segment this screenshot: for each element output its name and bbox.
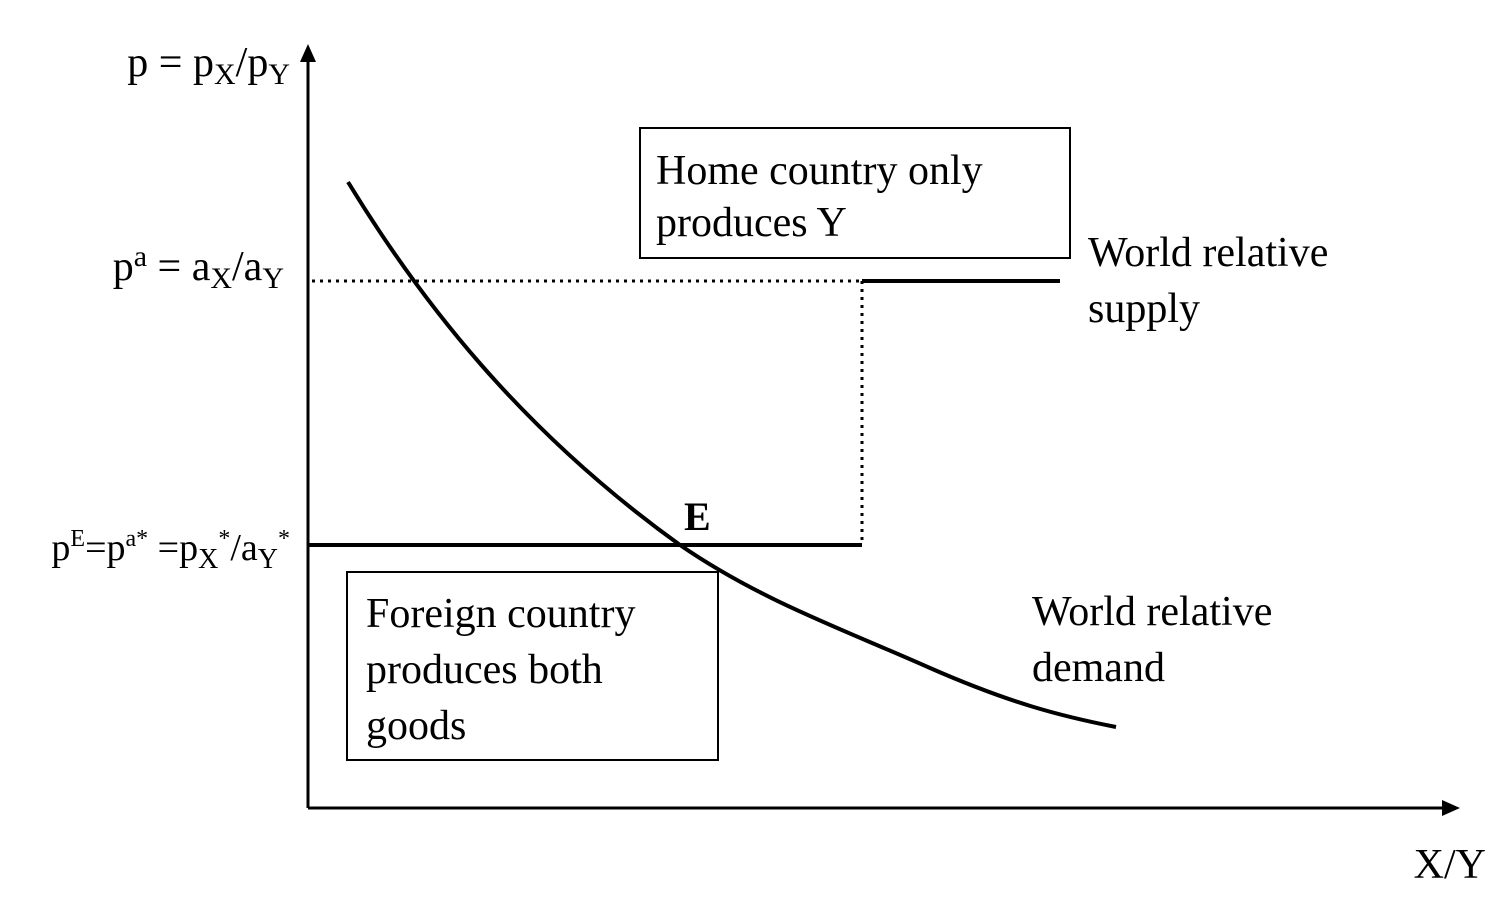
- home-country-text: Home country only produces Y: [656, 148, 983, 246]
- autarky-price-label: pa = aX/aY: [113, 240, 284, 295]
- supply-curve-label: World relative supply: [1088, 230, 1328, 332]
- equilibrium-price-label: pE=pa* =pX*/aY*: [51, 526, 290, 575]
- y-axis-label: p = pX/pY: [127, 40, 290, 91]
- foreign-country-box: [346, 571, 719, 761]
- demand-curve-label: World relative demand: [1032, 589, 1272, 691]
- x-axis-arrowhead: [1442, 800, 1460, 816]
- y-axis-arrowhead: [300, 44, 316, 62]
- home-country-box: [639, 127, 1071, 259]
- x-axis-label: X/Y: [1414, 842, 1486, 888]
- equilibrium-point-label: E: [684, 494, 711, 539]
- demand-curve: [346, 180, 1117, 729]
- foreign-country-text: Foreign country produces both goods: [366, 591, 635, 749]
